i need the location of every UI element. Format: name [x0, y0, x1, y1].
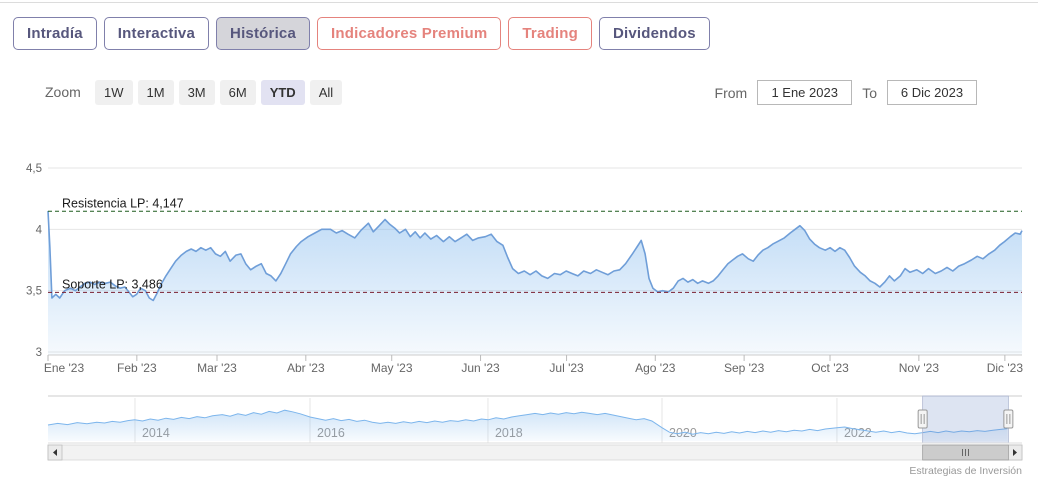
x-axis-label: Abr '23 [287, 361, 325, 375]
x-axis-label: Ago '23 [635, 361, 676, 375]
zoom-preset-buttons: 1W 1M 3M 6M YTD All [95, 80, 343, 105]
x-axis-label: Ene '23 [44, 361, 85, 375]
x-axis-label: Jul '23 [549, 361, 584, 375]
navigator[interactable]: 20142016201820202022Estrategias de Inver… [0, 393, 1038, 478]
x-axis-label: Dic '23 [987, 361, 1024, 375]
x-axis-label: Mar '23 [197, 361, 237, 375]
annotation-label-resistencia-lp: Resistencia LP: 4,147 [62, 196, 184, 210]
x-axis-label: Feb '23 [117, 361, 157, 375]
navigator-left-handle[interactable] [917, 409, 928, 429]
attribution-credits[interactable]: Estrategias de Inversión [909, 465, 1022, 477]
zoom-label: Zoom [45, 84, 81, 100]
annotation-label-soporte-lp: Soporte LP: 3,486 [62, 277, 163, 291]
scrollbar-right-arrow[interactable] [1007, 444, 1023, 461]
from-date-input[interactable] [757, 80, 853, 105]
navigator-right-handle[interactable] [1003, 409, 1014, 429]
zoom-all-button[interactable]: All [309, 80, 343, 105]
top-divider [0, 2, 1038, 3]
scrollbar-thumb[interactable] [922, 444, 1009, 461]
x-axis-label: Nov '23 [899, 361, 940, 375]
zoom-ytd-button[interactable]: YTD [260, 80, 305, 105]
date-range-inputs: From To [715, 80, 977, 105]
to-label: To [862, 84, 877, 101]
zoom-1m-button[interactable]: 1M [137, 80, 174, 105]
from-label: From [714, 84, 748, 101]
zoom-6m-button[interactable]: 6M [219, 80, 256, 105]
tab-interactiva[interactable]: Interactiva [103, 17, 210, 50]
tab-dividendos[interactable]: Dividendos [598, 17, 710, 50]
zoom-1w-button[interactable]: 1W [95, 80, 133, 105]
tab-indicadores-premium[interactable]: Indicadores Premium [317, 17, 502, 50]
scrollbar-left-arrow[interactable] [47, 444, 63, 461]
price-line-series [47, 210, 1023, 302]
navigator-area-series [48, 410, 1008, 441]
y-axis-label: 4 [36, 224, 43, 236]
tab-bar: Intradía Interactiva Histórica Indicadores … [13, 17, 710, 50]
zoom-3m-button[interactable]: 3M [178, 80, 215, 105]
navigator-selection[interactable] [922, 395, 1009, 444]
x-axis-label: Sep '23 [724, 361, 765, 375]
x-axis-label: May '23 [371, 361, 413, 375]
tab-historica[interactable]: Histórica [216, 17, 311, 50]
y-axis-label: 4,5 [26, 163, 42, 175]
to-date-input[interactable] [887, 80, 977, 105]
y-axis-label: 3,5 [26, 286, 42, 298]
x-axis-label: Oct '23 [811, 361, 849, 375]
scrollbar-track[interactable] [47, 444, 1023, 461]
price-chart[interactable]: 4,5 4 3,5 3 Resistencia LP: 4,147 Soporte LP:… [0, 140, 1038, 380]
tab-trading[interactable]: Trading [508, 17, 592, 50]
price-area-series [48, 210, 1022, 355]
navigator-line-series [47, 409, 1008, 435]
y-axis-label: 3 [36, 347, 42, 359]
tab-intradia[interactable]: Intradía [13, 17, 97, 50]
x-axis-label: Jun '23 [461, 361, 500, 375]
